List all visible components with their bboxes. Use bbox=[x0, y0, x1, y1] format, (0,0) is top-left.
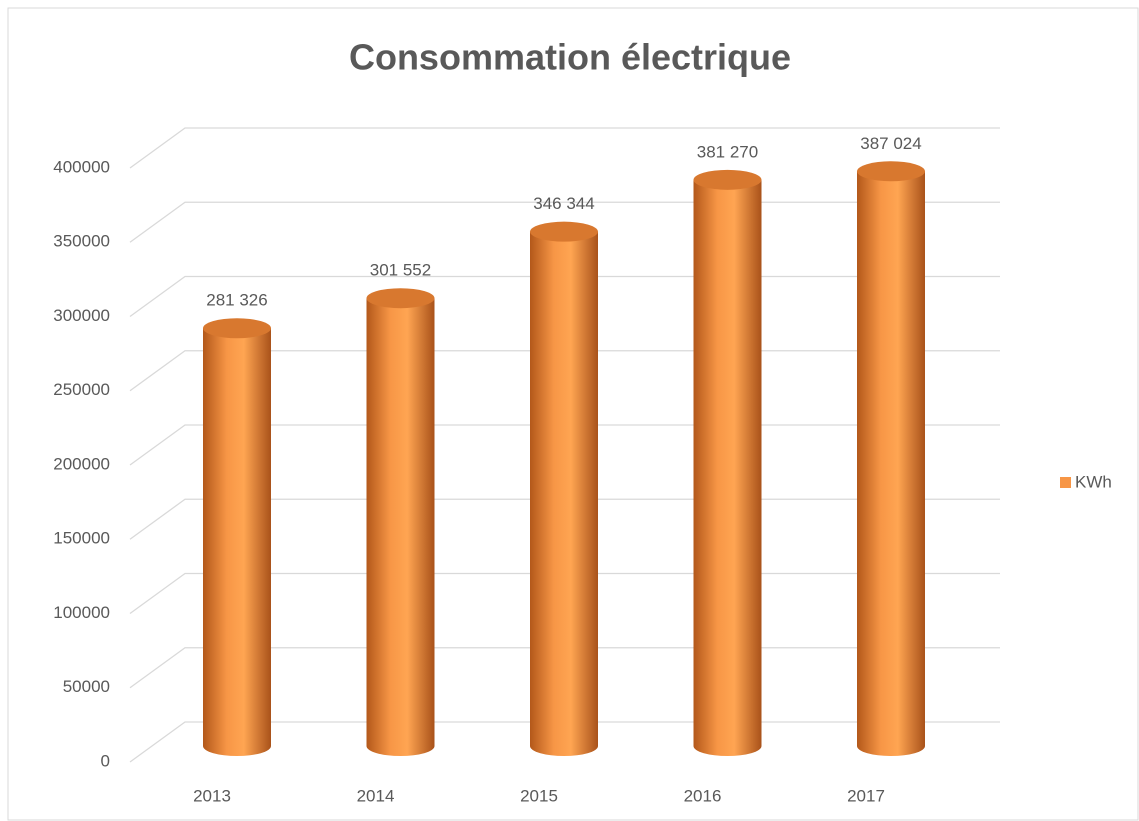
data-label: 281 326 bbox=[206, 291, 267, 310]
data-label: 346 344 bbox=[533, 194, 594, 213]
data-label: 387 024 bbox=[860, 134, 921, 153]
y-tick-label: 300000 bbox=[53, 306, 110, 325]
y-tick-label: 200000 bbox=[53, 454, 110, 473]
x-tick-label: 2015 bbox=[520, 786, 558, 805]
bar bbox=[203, 328, 271, 756]
y-tick-label: 0 bbox=[101, 751, 110, 770]
chart-title: Consommation électrique bbox=[349, 37, 791, 78]
bar-top bbox=[857, 161, 925, 182]
y-tick-label: 150000 bbox=[53, 529, 110, 548]
legend-swatch bbox=[1060, 477, 1071, 488]
y-tick-label: 400000 bbox=[53, 157, 110, 176]
bar-top bbox=[203, 318, 271, 339]
bar bbox=[693, 179, 762, 756]
bar bbox=[366, 298, 435, 756]
y-tick-label: 50000 bbox=[63, 677, 110, 696]
x-tick-label: 2013 bbox=[193, 786, 231, 805]
legend-label: KWh bbox=[1075, 472, 1112, 491]
bar-top bbox=[366, 288, 435, 309]
bar bbox=[857, 171, 925, 757]
y-tick-label: 100000 bbox=[53, 603, 110, 622]
x-tick-label: 2014 bbox=[357, 786, 395, 805]
x-tick-label: 2016 bbox=[684, 786, 722, 805]
x-tick-label: 2017 bbox=[847, 786, 885, 805]
bar bbox=[530, 231, 598, 757]
data-label: 301 552 bbox=[370, 261, 431, 280]
bar-top bbox=[530, 221, 598, 242]
grid-line bbox=[129, 127, 1000, 169]
y-tick-label: 250000 bbox=[53, 380, 110, 399]
bar-top bbox=[693, 169, 762, 190]
y-tick-label: 350000 bbox=[53, 232, 110, 251]
data-label: 381 270 bbox=[697, 142, 758, 161]
